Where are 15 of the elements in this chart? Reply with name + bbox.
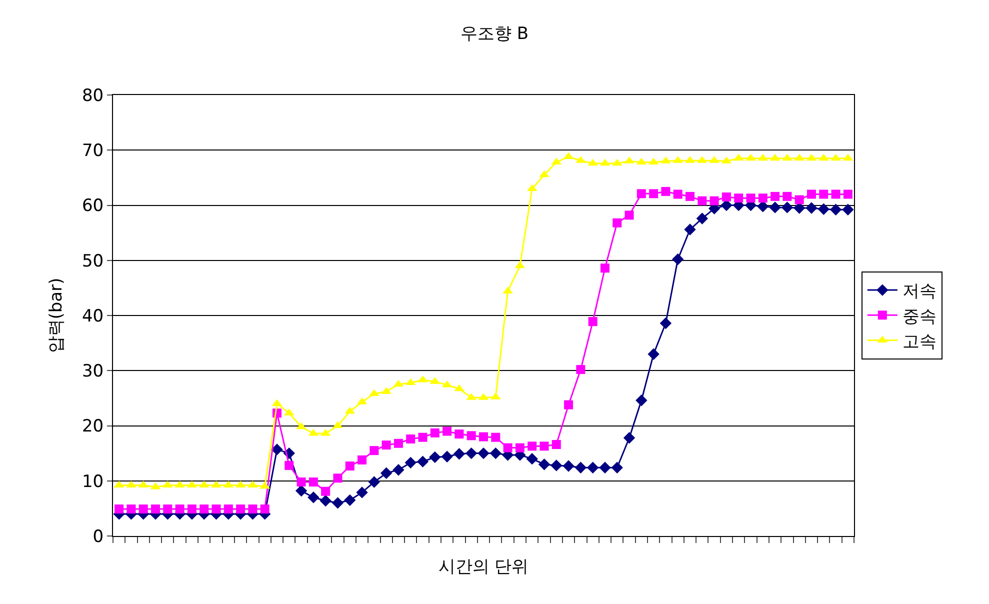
y-axis-title: 압력(bar): [46, 278, 67, 354]
legend-label: 고속: [902, 332, 936, 352]
y-tick-label: 80: [82, 86, 104, 106]
chart-title: 우조향 B: [460, 24, 529, 44]
y-tick-label: 60: [82, 196, 104, 216]
legend-label: 저속: [902, 282, 936, 302]
legend-label: 중속: [902, 306, 936, 327]
y-tick-label: 50: [82, 251, 104, 272]
y-tick-label: 20: [82, 416, 104, 437]
x-axis-title: 시간의 단위: [438, 556, 529, 577]
y-tick-label: 30: [82, 362, 104, 382]
y-tick-label: 10: [82, 472, 104, 492]
y-tick-label: 0: [92, 526, 104, 547]
y-tick-label: 70: [82, 141, 104, 162]
y-tick-label: 40: [82, 306, 104, 326]
